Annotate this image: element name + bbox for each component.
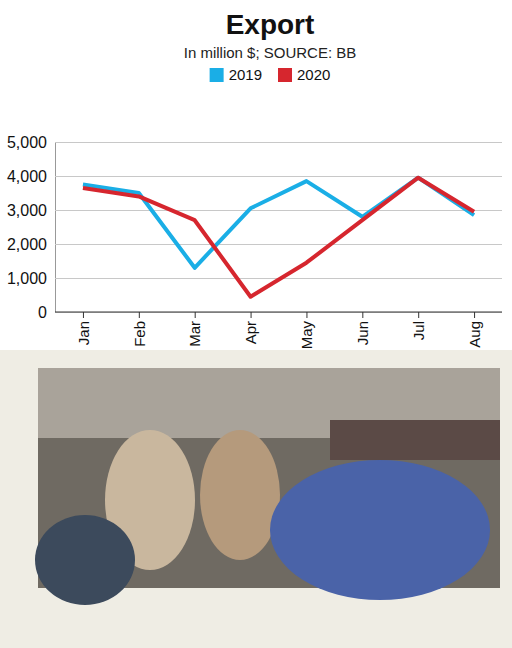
photo-jacket [270, 460, 490, 600]
x-tick: May [298, 312, 315, 349]
x-tick-mark [83, 312, 84, 318]
y-axis-line [56, 143, 503, 313]
title: Export [226, 9, 315, 40]
y-tick-label: 2,000 [7, 236, 47, 253]
x-tick-mark [474, 312, 475, 318]
x-tick-label: Jul [410, 321, 427, 340]
x-tick-label: Apr [242, 321, 259, 344]
x-tick: Apr [242, 312, 259, 344]
x-tick-label: Mar [186, 321, 203, 347]
plot-area [83, 178, 474, 297]
series-line [83, 178, 474, 268]
legend-swatch [278, 68, 292, 82]
y-tick: 2,000 [7, 236, 502, 253]
x-tick-label: Aug [466, 321, 483, 348]
y-tick-label: 4,000 [7, 168, 47, 185]
legend-item: 2019 [210, 66, 262, 83]
x-axis: Jan Feb Mar Apr May Jun Jul Aug [55, 312, 502, 349]
photo [35, 368, 500, 605]
y-axis: 0 1,000 2,000 3,000 4,000 5,000 [7, 134, 502, 321]
x-tick: Jul [410, 312, 427, 340]
y-tick-label: 1,000 [7, 270, 47, 287]
x-tick-label: Feb [131, 321, 148, 347]
subtitle: In million $; SOURCE: BB [184, 44, 357, 61]
y-tick-label: 0 [38, 304, 47, 321]
grid-line [55, 210, 502, 211]
x-tick-mark [251, 312, 252, 318]
grid-line [55, 312, 502, 313]
x-tick: Jan [75, 312, 92, 345]
x-tick: Aug [466, 312, 483, 348]
x-tick-mark [306, 312, 307, 318]
legend: 2019 2020 [210, 66, 331, 83]
x-tick-mark [418, 312, 419, 318]
series-line [83, 178, 474, 297]
y-tick-label: 5,000 [7, 134, 47, 151]
y-tick: 3,000 [7, 202, 502, 219]
x-tick-label: Jan [75, 321, 92, 345]
legend-label: 2019 [229, 66, 262, 83]
grid-line [55, 244, 502, 245]
x-tick: Jun [354, 312, 371, 345]
legend-swatch [210, 68, 224, 82]
x-tick-mark [362, 312, 363, 318]
y-tick: 0 [38, 304, 502, 321]
grid-line [55, 142, 502, 143]
chart-background [0, 0, 512, 350]
y-tick-label: 3,000 [7, 202, 47, 219]
legend-item: 2020 [278, 66, 330, 83]
x-tick-label: May [298, 321, 315, 350]
chart-root: Export In million $; SOURCE: BB 2019 2020 0 1… [0, 0, 512, 648]
x-tick-mark [139, 312, 140, 318]
y-tick: 1,000 [7, 270, 502, 287]
photo-person [35, 515, 135, 605]
x-tick: Feb [131, 312, 148, 347]
x-tick-label: Jun [354, 321, 371, 345]
photo-person [200, 430, 280, 560]
y-tick: 5,000 [7, 134, 502, 151]
x-tick-mark [195, 312, 196, 318]
grid-line [55, 176, 502, 177]
x-tick: Mar [186, 312, 203, 347]
legend-label: 2020 [297, 66, 330, 83]
x-axis-line [55, 312, 502, 313]
photo-rack [330, 420, 500, 460]
